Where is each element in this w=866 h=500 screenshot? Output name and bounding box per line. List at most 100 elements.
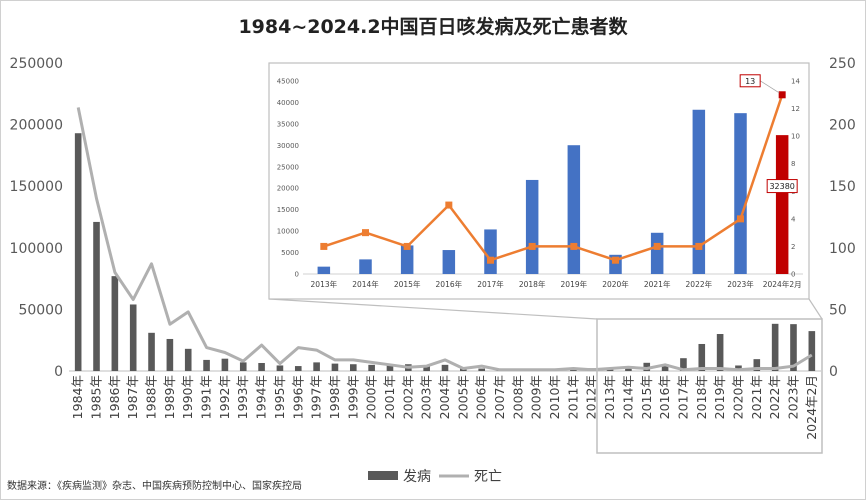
inset-bar-annotation-box bbox=[766, 179, 798, 194]
x-tick-label: 1988年 bbox=[144, 375, 159, 419]
inset-y-tick-label: 5000 bbox=[281, 249, 299, 257]
bar-1991年 bbox=[203, 359, 210, 371]
bar-2006年 bbox=[478, 368, 485, 371]
y-tick-label: 100000 bbox=[10, 241, 63, 257]
inset-frame bbox=[268, 62, 810, 300]
inset-x-tick-label: 2020年 bbox=[602, 279, 629, 289]
x-tick-label: 2015年 bbox=[639, 375, 654, 419]
inset-bar-annotation: 32380 bbox=[769, 182, 794, 191]
x-tick-label: 1989年 bbox=[162, 375, 177, 419]
bar-2024年2月 bbox=[808, 331, 816, 371]
zoom-connector-right bbox=[808, 298, 823, 320]
y-tick-label: 50000 bbox=[18, 302, 63, 318]
inset-death-marker bbox=[362, 229, 369, 237]
inset-x-tick-label: 2015年 bbox=[394, 279, 421, 289]
inset-y-tick-label: 10000 bbox=[277, 228, 299, 236]
bar-2000年 bbox=[368, 364, 375, 371]
x-tick-label: 2021年 bbox=[749, 375, 764, 419]
inset-y2-tick-label: 0 bbox=[791, 271, 795, 279]
inset-death-marker bbox=[778, 91, 786, 99]
legend-label-death: 死亡 bbox=[474, 469, 502, 485]
bar-1999年 bbox=[349, 364, 357, 371]
bar-1994年 bbox=[258, 362, 265, 371]
bar-2019年 bbox=[716, 334, 724, 371]
x-tick-label: 2016年 bbox=[657, 375, 672, 419]
x-tick-label: 2012年 bbox=[584, 375, 599, 419]
inset-bar-2021年 bbox=[650, 232, 664, 274]
inset-y2-tick-label: 8 bbox=[791, 160, 795, 168]
bar-1986年 bbox=[111, 276, 119, 371]
bar-2022年 bbox=[771, 323, 779, 371]
x-tick-label: 1991年 bbox=[199, 375, 214, 419]
x-tick-label: 1993年 bbox=[235, 375, 250, 419]
inset-y2-tick-label: 12 bbox=[791, 105, 800, 113]
y2-tick-label: 0 bbox=[829, 364, 838, 380]
bar-1993年 bbox=[239, 362, 247, 371]
inset-y2-tick-label: 2 bbox=[791, 243, 795, 251]
legend-bar-swatch bbox=[368, 471, 398, 480]
inset-death-marker bbox=[487, 256, 494, 264]
inset-x-tick-label: 2023年 bbox=[727, 279, 754, 289]
bar-2020年 bbox=[735, 365, 742, 371]
inset-death-marker bbox=[570, 242, 578, 250]
x-tick-label: 2004年 bbox=[437, 375, 452, 419]
x-tick-label: 1996年 bbox=[290, 375, 305, 419]
inset-death-marker bbox=[612, 256, 619, 264]
x-tick-label: 2007年 bbox=[492, 375, 507, 419]
inset-bar-2015年 bbox=[400, 245, 414, 274]
bar-2014年 bbox=[625, 366, 632, 371]
bar-1995年 bbox=[276, 365, 284, 371]
x-tick-label: 2022年 bbox=[767, 375, 782, 419]
inset-x-tick-label: 2013年 bbox=[311, 279, 338, 289]
x-tick-label: 2024年2月 bbox=[804, 375, 819, 440]
y-tick-label: 250000 bbox=[10, 56, 63, 72]
x-tick-label: 2005年 bbox=[455, 375, 470, 419]
y2-tick-label: 50 bbox=[829, 302, 847, 318]
x-tick-label: 1985年 bbox=[89, 375, 104, 419]
x-tick-label: 1998年 bbox=[327, 375, 342, 419]
inset-x-tick-label: 2021年 bbox=[644, 279, 671, 289]
inset-x-tick-label: 2019年 bbox=[561, 279, 588, 289]
x-tick-label: 2014年 bbox=[620, 375, 635, 419]
bar-1996年 bbox=[294, 366, 302, 371]
x-tick-label: 1990年 bbox=[180, 375, 195, 419]
inset-y-tick-label: 25000 bbox=[277, 163, 299, 171]
x-tick-label: 1997年 bbox=[309, 375, 324, 419]
inset-bar-2017年 bbox=[484, 229, 497, 274]
inset-death-marker bbox=[320, 242, 328, 250]
inset-x-tick-label: 2018年 bbox=[519, 279, 546, 289]
x-tick-label: 2008年 bbox=[510, 375, 525, 419]
x-tick-label: 2023年 bbox=[786, 375, 801, 419]
x-tick-label: 1999年 bbox=[345, 375, 360, 419]
y-tick-label: 0 bbox=[54, 364, 63, 380]
x-tick-label: 2003年 bbox=[419, 375, 434, 419]
inset-death-marker bbox=[445, 201, 453, 209]
y2-tick-label: 200 bbox=[829, 118, 856, 134]
x-tick-label: 1986年 bbox=[107, 375, 122, 419]
bar-2001年 bbox=[386, 365, 394, 371]
legend-label-incidence: 发病 bbox=[403, 469, 431, 485]
inset-x-tick-label: 2017年 bbox=[477, 279, 504, 289]
bar-1988年 bbox=[148, 332, 155, 371]
x-tick-label: 2001年 bbox=[382, 375, 397, 419]
inset-death-marker bbox=[653, 242, 661, 250]
inset-bar-2016年 bbox=[442, 250, 456, 274]
source-note: 数据来源：《疾病监测》杂志、中国疾病预防控制中心、国家疾控局 bbox=[7, 479, 302, 492]
x-tick-label: 2020年 bbox=[731, 375, 746, 419]
bar-2004年 bbox=[441, 364, 449, 371]
inset-bar-2024年2月 bbox=[775, 135, 789, 274]
inset-line-annotation-box bbox=[739, 74, 761, 88]
bar-1985年 bbox=[93, 221, 100, 371]
x-tick-label: 2018年 bbox=[694, 375, 709, 419]
bar-2016年 bbox=[661, 364, 669, 371]
inset-death-marker bbox=[403, 242, 411, 250]
inset-chart: 0 5000 10000 15000 20000 25000 30000 35000 40000… bbox=[268, 62, 810, 300]
zoom-region-box bbox=[596, 318, 823, 454]
inset-bar-2023年 bbox=[734, 113, 747, 275]
chart-legend: 发病 死亡 bbox=[368, 469, 502, 485]
bar-2015年 bbox=[643, 362, 651, 371]
zoom-connector-left bbox=[268, 298, 598, 320]
x-tick-label: 2011年 bbox=[565, 375, 580, 419]
